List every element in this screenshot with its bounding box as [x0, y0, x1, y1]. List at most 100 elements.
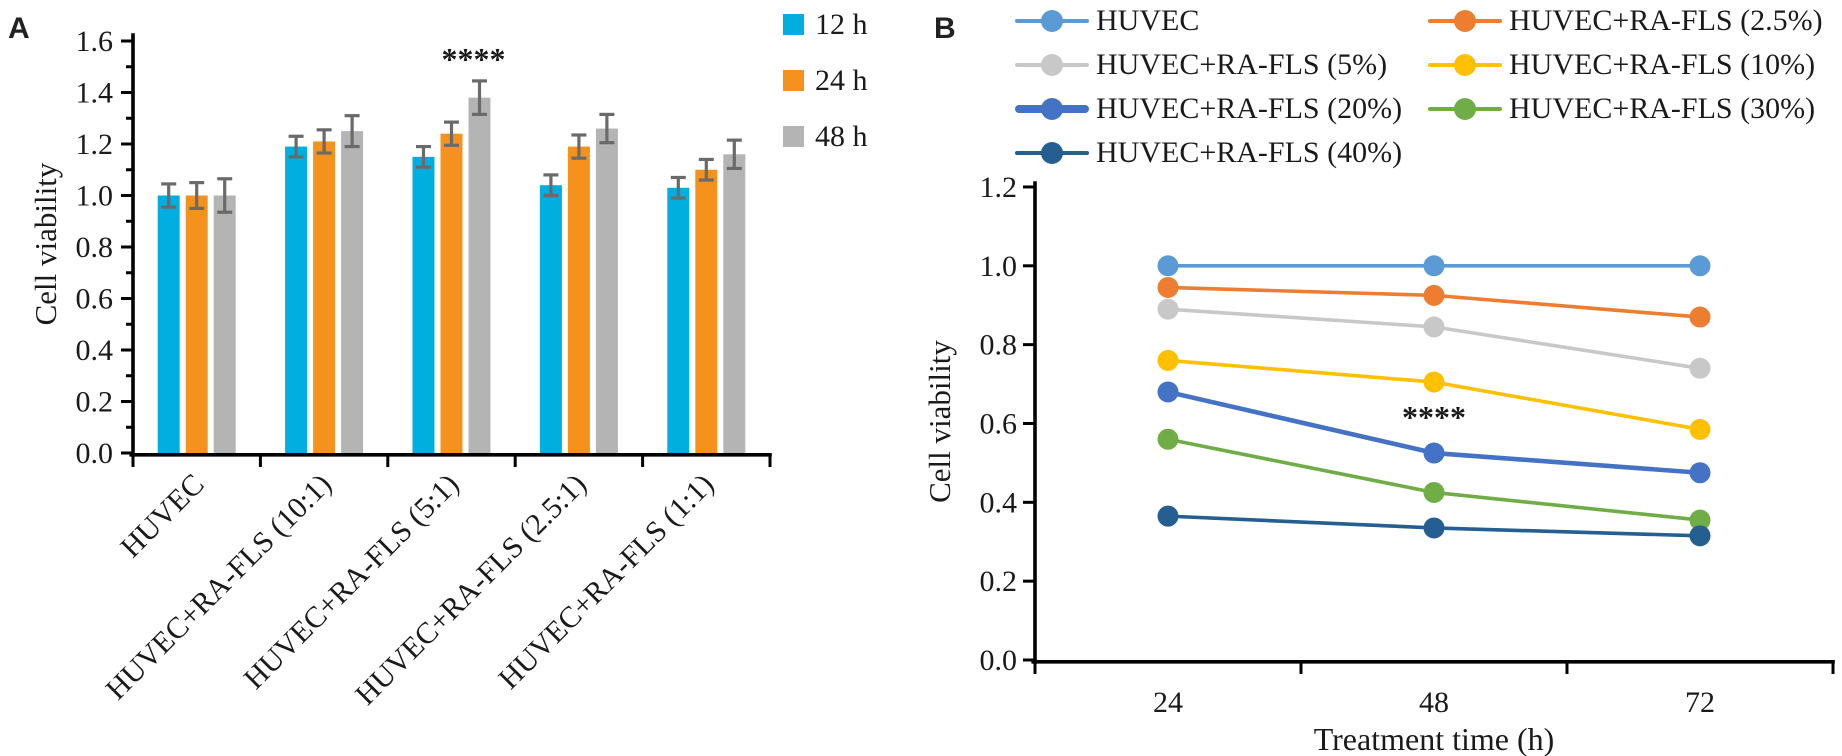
- svg-text:1.4: 1.4: [76, 77, 114, 110]
- bar-48h-4: [723, 154, 746, 454]
- svg-text:1.0: 1.0: [76, 180, 114, 213]
- bar-48h-3: [595, 128, 618, 454]
- marker-HUVEC-x48: [1423, 255, 1445, 277]
- bar-chart-error-bars: [161, 79, 742, 214]
- bar-12h-1: [285, 146, 308, 453]
- bar-24h-3: [567, 146, 590, 453]
- svg-text:0.6: 0.6: [980, 407, 1018, 440]
- marker-HUVEC+RA-FLS (40%)-x48: [1423, 517, 1445, 539]
- legend-b-item-HUVECRA-FLS25: HUVEC+RA-FLS (2.5%): [1428, 4, 1823, 37]
- legend-b-label: HUVEC+RA-FLS (20%): [1096, 92, 1403, 125]
- marker-HUVEC+RA-FLS (2.5%)-x24: [1157, 276, 1179, 298]
- marker-HUVEC+RA-FLS (30%)-x24: [1157, 428, 1179, 450]
- legend-panel-b: HUVEC HUVEC+RA-FLS (2.5%) HUVEC+RA-FLS (5%…: [1015, 4, 1823, 169]
- bar-48h-2: [468, 97, 491, 454]
- svg-text:HUVEC+RA-FLS (10:1): HUVEC+RA-FLS (10:1): [99, 468, 338, 707]
- svg-text:0.2: 0.2: [76, 386, 114, 419]
- marker-HUVEC+RA-FLS (5%)-x24: [1157, 298, 1179, 320]
- marker-HUVEC-x72: [1689, 255, 1711, 277]
- legend-swatch-icon: [783, 126, 804, 147]
- legend-b-item-HUVECRA-FLS5: HUVEC+RA-FLS (5%): [1015, 50, 1428, 80]
- bar-chart-y-axis-title: Cell viability: [28, 162, 63, 325]
- marker-HUVEC+RA-FLS (20%)-x24: [1157, 381, 1179, 403]
- marker-HUVEC+RA-FLS (20%)-x72: [1689, 462, 1711, 484]
- significance-annotation-b: ****: [1402, 399, 1466, 435]
- panel-a-label: A: [8, 12, 30, 45]
- marker-HUVEC+RA-FLS (5%)-x48: [1423, 316, 1445, 338]
- bar-12h-3: [539, 185, 562, 453]
- svg-text:1.6: 1.6: [76, 25, 114, 58]
- legend-swatch-icon: [783, 70, 804, 91]
- legend-b-item-HUVECRA-FLS30: HUVEC+RA-FLS (30%): [1428, 92, 1823, 125]
- bar-48h-0: [213, 195, 236, 453]
- legend-line-marker-icon: [1015, 97, 1089, 121]
- legend-line-marker-icon: [1428, 97, 1502, 121]
- legend-a-label: 48 h: [815, 120, 868, 153]
- legend-b-item-HUVECRA-FLS20: HUVEC+RA-FLS (20%): [1015, 92, 1428, 125]
- legend-line-marker-icon: [1428, 53, 1502, 77]
- legend-panel-a: 12 h 24 h 48 h: [783, 8, 868, 182]
- panel-b-label: B: [934, 12, 956, 45]
- legend-b-label: HUVEC: [1096, 4, 1200, 37]
- marker-HUVEC+RA-FLS (5%)-x72: [1689, 357, 1711, 379]
- bar-24h-1: [313, 141, 336, 454]
- legend-a-item-12h: 12 h: [783, 8, 868, 41]
- svg-text:1.0: 1.0: [980, 250, 1018, 283]
- svg-text:1.2: 1.2: [980, 171, 1018, 204]
- legend-b-item-HUVECRA-FLS10: HUVEC+RA-FLS (10%): [1428, 48, 1823, 81]
- bar-24h-0: [185, 195, 208, 453]
- marker-HUVEC-x24: [1157, 255, 1179, 277]
- legend-a-label: 12 h: [815, 8, 868, 41]
- legend-b-label: HUVEC+RA-FLS (10%): [1509, 48, 1816, 81]
- svg-text:0.8: 0.8: [980, 329, 1018, 362]
- bar-chart-bars: [157, 97, 746, 454]
- legend-line-marker-icon: [1015, 141, 1089, 165]
- legend-b-label: HUVEC+RA-FLS (2.5%): [1509, 4, 1823, 37]
- line-chart-panel-b: 0.0 0.2 0.4 0.6 0.8 1.0 1.2 24 48 72 Cell viabilit…: [922, 171, 1835, 756]
- line-chart-ticks: [1023, 185, 1835, 674]
- bar-48h-1: [341, 131, 364, 453]
- marker-HUVEC+RA-FLS (30%)-x72: [1689, 509, 1711, 531]
- svg-text:0.0: 0.0: [76, 437, 114, 470]
- svg-text:48: 48: [1419, 686, 1449, 719]
- line-chart-series-markers: [1157, 255, 1711, 547]
- svg-text:72: 72: [1685, 686, 1715, 719]
- legend-b-item-HUVEC: HUVEC: [1015, 4, 1428, 37]
- bar-12h-2: [412, 156, 435, 453]
- legend-line-marker-icon: [1428, 9, 1502, 33]
- legend-a-item-24h: 24 h: [783, 64, 868, 97]
- legend-line-marker-icon: [1015, 9, 1089, 33]
- legend-b-label: HUVEC+RA-FLS (30%): [1509, 92, 1816, 125]
- legend-line-marker-icon: [1015, 53, 1089, 77]
- legend-swatch-icon: [783, 14, 804, 35]
- bar-24h-2: [440, 133, 463, 453]
- bar-12h-4: [667, 187, 690, 453]
- bar-chart-y-tick-labels: 0.0 0.2 0.4 0.6 0.8 1.0 1.2 1.4 1.6: [76, 25, 114, 470]
- svg-text:0.0: 0.0: [980, 644, 1018, 677]
- line-chart-y-axis-title: Cell viability: [922, 340, 957, 503]
- svg-text:24: 24: [1153, 686, 1183, 719]
- bar-24h-4: [695, 169, 718, 453]
- svg-text:HUVEC: HUVEC: [114, 468, 210, 564]
- svg-text:HUVEC+RA-FLS (1:1): HUVEC+RA-FLS (1:1): [492, 468, 720, 696]
- marker-HUVEC+RA-FLS (2.5%)-x72: [1689, 306, 1711, 328]
- legend-b-label: HUVEC+RA-FLS (40%): [1096, 136, 1403, 169]
- legend-a-item-48h: 48 h: [783, 120, 868, 153]
- bar-12h-0: [157, 195, 180, 453]
- marker-HUVEC+RA-FLS (10%)-x24: [1157, 349, 1179, 371]
- legend-b-item-HUVECRA-FLS40: HUVEC+RA-FLS (40%): [1015, 136, 1428, 169]
- marker-HUVEC+RA-FLS (10%)-x72: [1689, 418, 1711, 440]
- svg-text:HUVEC+RA-FLS (5:1): HUVEC+RA-FLS (5:1): [237, 468, 465, 696]
- svg-text:0.4: 0.4: [76, 334, 114, 367]
- marker-HUVEC+RA-FLS (10%)-x48: [1423, 371, 1445, 393]
- line-chart-x-axis-title: Treatment time (h): [1314, 721, 1555, 756]
- legend-a-label: 24 h: [815, 64, 868, 97]
- bar-chart-x-ticks: [131, 456, 772, 467]
- marker-HUVEC+RA-FLS (30%)-x48: [1423, 481, 1445, 503]
- marker-HUVEC+RA-FLS (40%)-x72: [1689, 525, 1711, 547]
- svg-text:0.4: 0.4: [980, 486, 1018, 519]
- line-chart-tick-labels: 0.0 0.2 0.4 0.6 0.8 1.0 1.2 24 48 72: [980, 171, 1716, 719]
- significance-annotation-a: ****: [442, 41, 506, 77]
